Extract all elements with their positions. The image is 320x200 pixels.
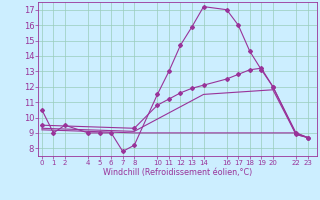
X-axis label: Windchill (Refroidissement éolien,°C): Windchill (Refroidissement éolien,°C) (103, 168, 252, 177)
